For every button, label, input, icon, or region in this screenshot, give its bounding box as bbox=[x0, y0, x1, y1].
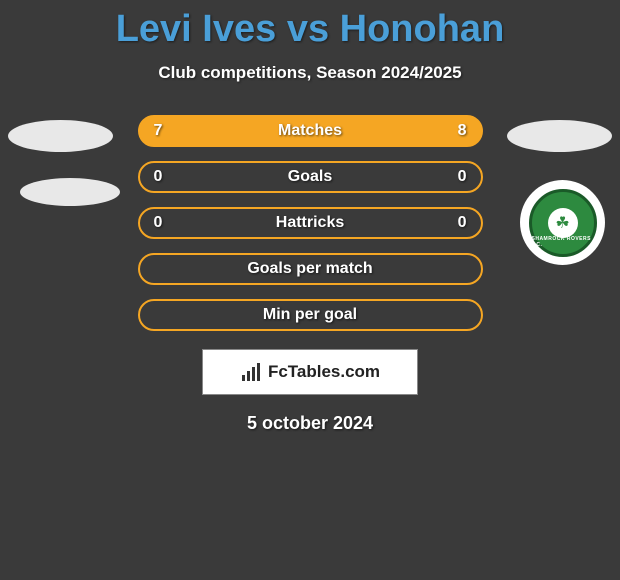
player-left-avatar bbox=[8, 120, 113, 152]
shamrock-icon: ☘ bbox=[548, 208, 578, 238]
stat-right-value: 0 bbox=[458, 168, 467, 186]
subtitle: Club competitions, Season 2024/2025 bbox=[0, 63, 620, 83]
brand-text: FcTables.com bbox=[268, 362, 380, 382]
stat-row-matches: 7 Matches 8 bbox=[138, 115, 483, 147]
stat-row-goals: 0 Goals 0 bbox=[138, 161, 483, 193]
crest-label: SHAMROCK ROVERS F.C. bbox=[532, 236, 594, 248]
stat-right-value: 8 bbox=[458, 122, 467, 140]
stat-left-value: 7 bbox=[154, 122, 163, 140]
date-label: 5 october 2024 bbox=[0, 413, 620, 434]
stat-row-min-per-goal: Min per goal bbox=[138, 299, 483, 331]
stat-right-value: 0 bbox=[458, 214, 467, 232]
brand-link[interactable]: FcTables.com bbox=[202, 349, 418, 395]
stat-label: Min per goal bbox=[263, 306, 357, 324]
stat-row-hattricks: 0 Hattricks 0 bbox=[138, 207, 483, 239]
stat-left-value: 0 bbox=[154, 168, 163, 186]
player-right-club-crest: ☘ SHAMROCK ROVERS F.C. bbox=[520, 180, 605, 265]
stat-row-goals-per-match: Goals per match bbox=[138, 253, 483, 285]
bar-chart-icon bbox=[240, 363, 262, 381]
stat-label: Hattricks bbox=[276, 214, 344, 232]
stat-label: Goals per match bbox=[247, 260, 372, 278]
player-right-avatar bbox=[507, 120, 612, 152]
stat-label: Matches bbox=[278, 122, 342, 140]
page-title: Levi Ives vs Honohan bbox=[0, 0, 620, 51]
stat-label: Goals bbox=[288, 168, 332, 186]
stat-left-value: 0 bbox=[154, 214, 163, 232]
player-left-club-placeholder bbox=[20, 178, 120, 206]
